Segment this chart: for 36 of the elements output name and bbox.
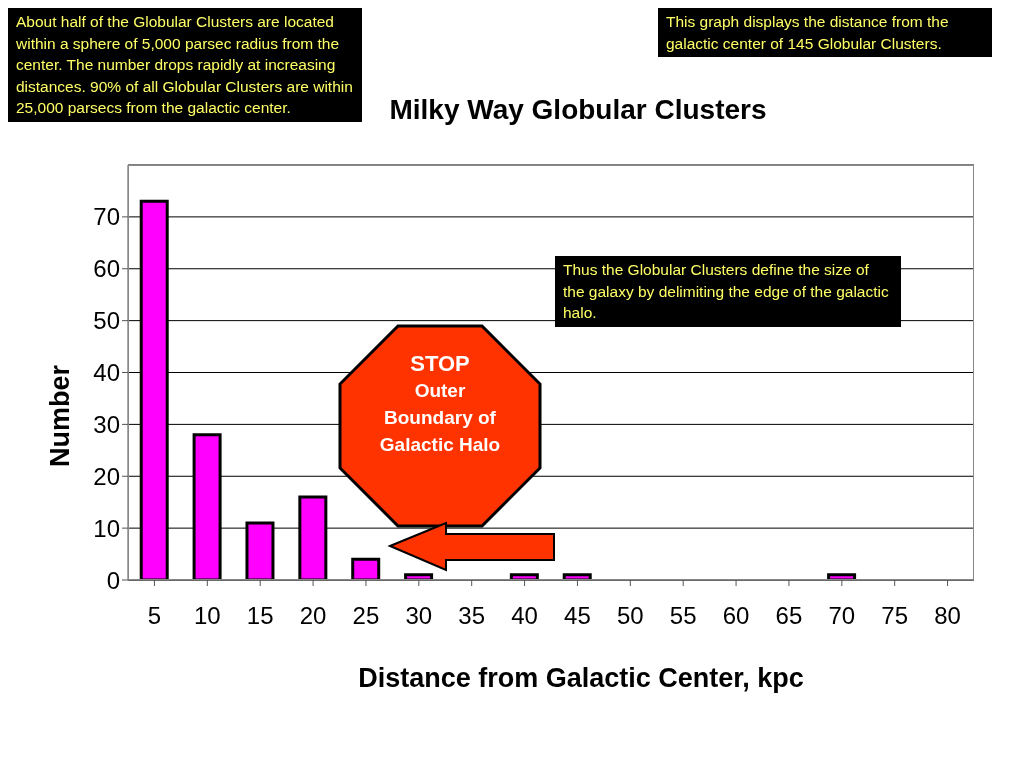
x-tick-label: 40: [511, 602, 538, 629]
x-tick-label: 60: [722, 602, 750, 629]
x-tick-label: 10: [193, 602, 221, 629]
bar: [562, 573, 592, 580]
y-tick-label: 0: [106, 566, 120, 594]
x-tick-label: 30: [405, 602, 433, 629]
note-box: This graph displays the distance from the galactic center of 145 Globular Clusters.: [658, 8, 992, 57]
y-tick-label: 70: [93, 203, 120, 231]
annotation: STOP Outer Boundary of Galactic Halo: [378, 350, 502, 457]
y-tick-label: 30: [93, 410, 120, 438]
x-tick-label: 50: [616, 602, 644, 629]
y-tick-label: 50: [93, 307, 120, 335]
bar: [827, 573, 857, 580]
y-tick-label: 60: [93, 255, 120, 283]
note-box: Thus the Globular Clusters define the size of the galaxy by delimiting the edge of the galactic halo.: [555, 256, 901, 327]
y-tick-label: 40: [93, 359, 120, 387]
x-tick-label: 35: [458, 602, 486, 629]
x-tick-label: 25: [352, 602, 380, 629]
chart-title: Milky Way Globular Clusters: [388, 94, 768, 126]
y-tick-label: 10: [93, 514, 120, 542]
x-tick-label: 15: [246, 602, 274, 629]
x-tick-label: 75: [881, 602, 909, 629]
bar: [351, 557, 381, 580]
note-box: About half of the Globular Clusters are located within a sphere of 5,000 parsec radius from the center. The number drops rapidly at increasing distances. 90% of all Globular Clusters are within 25,000 parsecs from the galactic center.: [8, 8, 362, 122]
x-tick-label: 5: [147, 602, 162, 629]
y-tick-label: 20: [93, 462, 120, 490]
x-tick-label: 70: [828, 602, 856, 629]
x-tick-label: 55: [669, 602, 697, 629]
bar: [509, 573, 539, 580]
x-tick-label: 80: [934, 602, 961, 629]
bar: [404, 573, 434, 580]
x-tick-label: 45: [564, 602, 591, 629]
y-axis-title: Number: [44, 364, 76, 468]
x-tick-label: 20: [299, 602, 327, 629]
x-axis-title: Distance from Galactic Center, kpc: [357, 663, 805, 694]
x-tick-label: 65: [775, 602, 803, 629]
